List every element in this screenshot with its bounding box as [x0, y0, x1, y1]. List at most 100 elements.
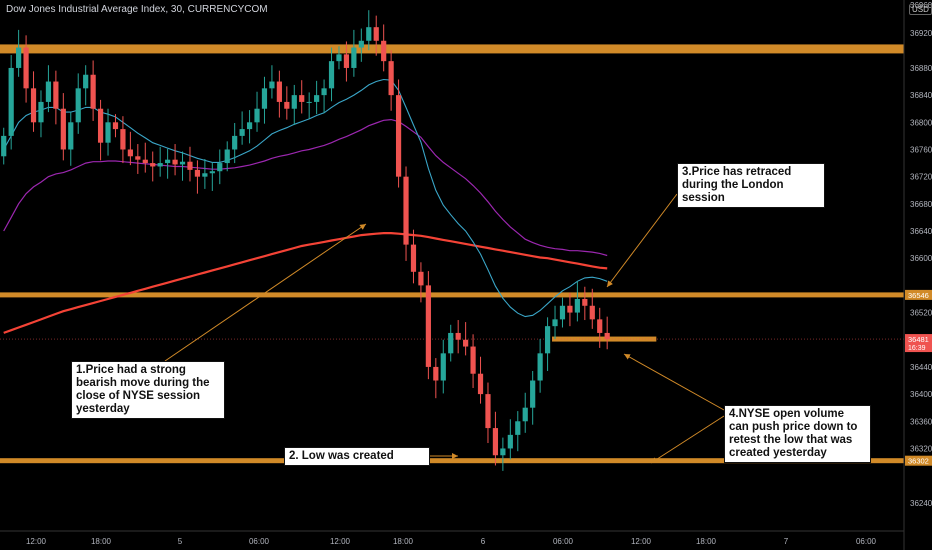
candle — [366, 10, 372, 51]
candle — [507, 419, 513, 460]
y-tick-label: 36240 — [910, 499, 932, 508]
candle-body — [328, 61, 335, 89]
candle — [23, 35, 29, 103]
candle-body — [179, 161, 186, 165]
y-tick-label: 36800 — [910, 118, 932, 127]
price-badge-label: 36302 — [908, 457, 929, 466]
candle — [269, 65, 275, 99]
candle-body — [343, 54, 350, 68]
annotation-2: 2. Low was created — [284, 447, 430, 466]
candle — [142, 142, 148, 173]
candle-body — [388, 61, 394, 96]
y-tick-label: 36880 — [910, 64, 932, 73]
annotation-arrow-4 — [650, 415, 725, 464]
candle-body — [254, 108, 260, 123]
candle — [463, 322, 469, 356]
candle-body — [589, 305, 595, 320]
candle — [8, 55, 14, 150]
x-tick-label: 12:00 — [330, 537, 351, 546]
candle — [217, 149, 223, 185]
candle-body — [403, 176, 409, 245]
candle — [224, 141, 230, 172]
candle — [410, 229, 417, 284]
candle-body — [321, 88, 327, 96]
candle — [150, 151, 156, 182]
candle-body — [530, 380, 536, 408]
candle — [284, 86, 290, 120]
candle — [477, 356, 484, 404]
chart-title: Dow Jones Industrial Average Index, 30, … — [6, 4, 268, 15]
candle — [194, 160, 201, 194]
candle — [559, 297, 566, 328]
price-badge-label: 36546 — [908, 291, 929, 300]
candle-body — [90, 74, 96, 109]
candle-body — [291, 95, 297, 109]
price-axis[interactable] — [904, 0, 932, 550]
candle — [112, 114, 119, 138]
candle-body — [522, 407, 528, 422]
candle-body — [1, 135, 7, 157]
candle — [522, 392, 528, 433]
candle-body — [381, 40, 387, 62]
y-tick-label: 36720 — [910, 173, 932, 182]
candle — [321, 79, 327, 113]
candle — [165, 148, 171, 179]
candle — [395, 79, 402, 188]
y-tick-label: 36440 — [910, 363, 932, 372]
candle-body — [246, 122, 253, 130]
candle-body — [276, 81, 282, 102]
candle — [232, 122, 238, 164]
candle-body — [358, 40, 364, 48]
candle — [187, 146, 193, 182]
candle-body — [507, 434, 513, 449]
x-tick-label: 7 — [784, 537, 789, 546]
candle-body — [597, 319, 603, 333]
annotation-4: 4.NYSE open volume can push price down t… — [724, 405, 871, 463]
currency-badge[interactable]: USD — [909, 4, 932, 15]
candle — [179, 151, 186, 181]
candle-body — [38, 101, 44, 123]
annotation-3: 3.Price has retraced during the London s… — [677, 163, 825, 208]
candle — [120, 116, 126, 164]
candle-body — [157, 163, 163, 167]
candle-body — [604, 332, 610, 340]
y-tick-label: 36640 — [910, 227, 932, 236]
candle — [343, 41, 350, 82]
candle-body — [425, 285, 431, 367]
candle-body — [477, 373, 484, 395]
candle — [30, 71, 37, 132]
candle — [157, 146, 163, 177]
candle-body — [485, 394, 491, 429]
candle — [597, 307, 603, 348]
candle-body — [433, 366, 439, 381]
x-tick-label: 06:00 — [553, 537, 574, 546]
candle — [403, 166, 409, 261]
candle — [448, 324, 454, 362]
y-tick-label: 36960 — [910, 1, 932, 10]
x-tick-label: 12:00 — [631, 537, 652, 546]
annotation-arrow-3 — [623, 353, 725, 411]
candle-body — [8, 67, 14, 136]
candle-body — [127, 149, 133, 157]
candle — [38, 90, 44, 138]
candle — [470, 334, 476, 388]
candle-body — [150, 163, 156, 167]
candle-body — [544, 326, 551, 354]
candle-body — [559, 305, 566, 320]
candle — [291, 84, 297, 126]
x-tick-label: 06:00 — [856, 537, 877, 546]
y-tick-label: 36840 — [910, 91, 932, 100]
y-tick-label: 36400 — [910, 390, 932, 399]
candle — [135, 144, 141, 174]
x-tick-label: 5 — [178, 537, 183, 546]
y-tick-label: 36360 — [910, 417, 932, 426]
candle-body — [172, 159, 178, 165]
candle-body — [366, 27, 372, 41]
x-tick-label: 18:00 — [91, 537, 112, 546]
candle — [530, 371, 536, 425]
candle-body — [239, 129, 245, 136]
candle — [604, 316, 610, 350]
annotation-1: 1.Price had a strong bearish move during… — [71, 361, 225, 419]
candle-body — [537, 353, 543, 381]
